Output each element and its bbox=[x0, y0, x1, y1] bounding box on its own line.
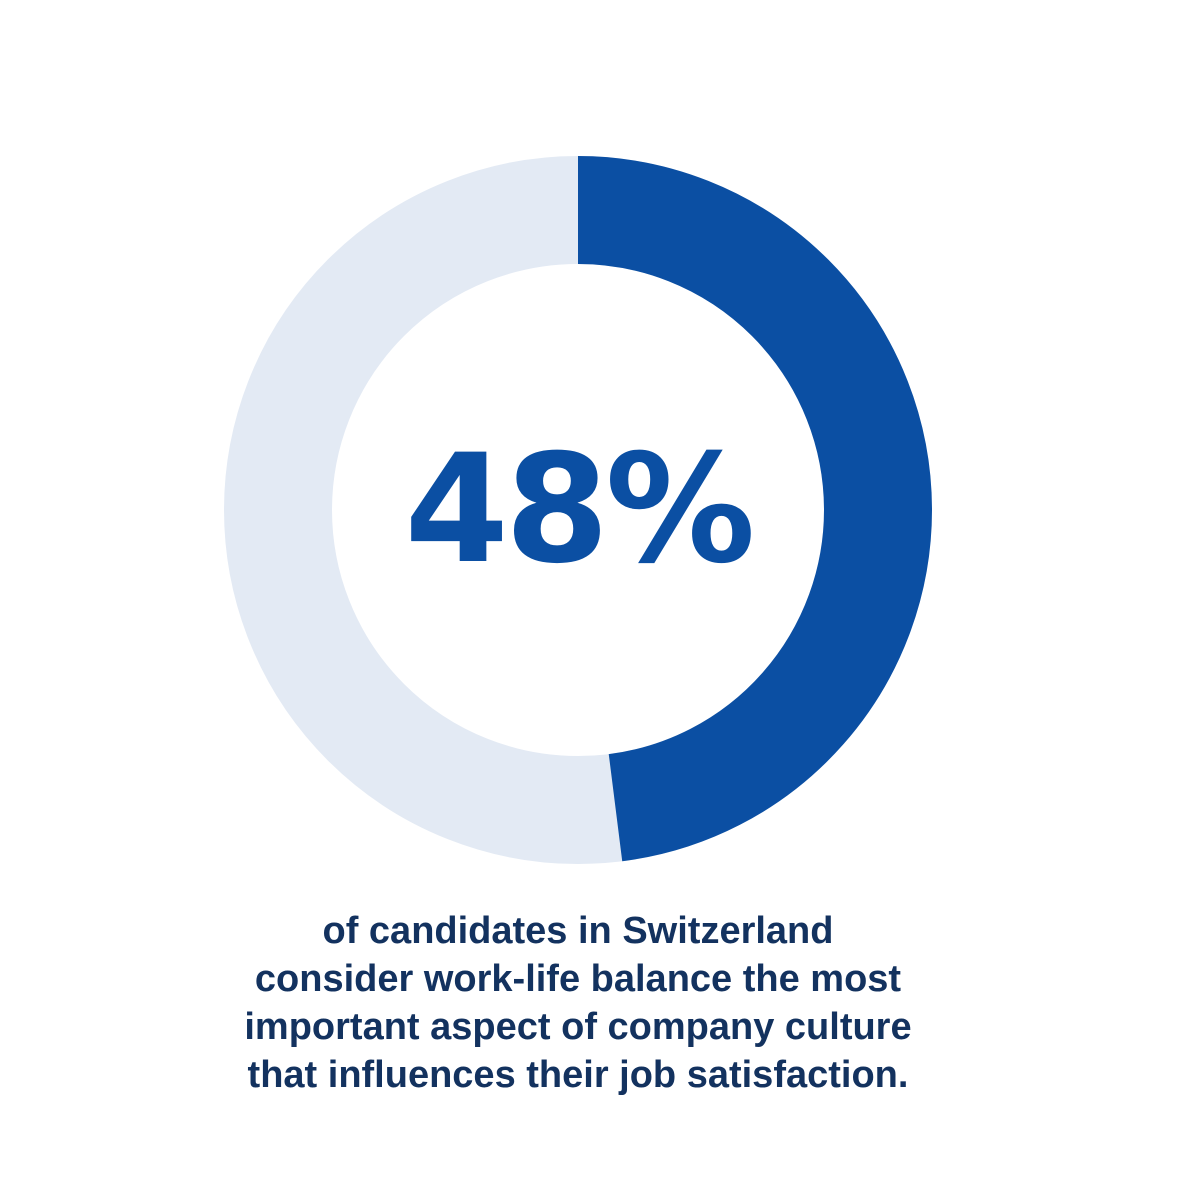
donut-value-arc bbox=[224, 156, 932, 864]
caption: of candidates in Switzerland consider wo… bbox=[150, 907, 1006, 1099]
caption-line: consider work-life balance the most bbox=[254, 958, 902, 1000]
caption-line: of candidates in Switzerland bbox=[322, 910, 834, 952]
caption-line: important aspect of company culture bbox=[244, 1006, 912, 1048]
percentage-value: 48% bbox=[404, 423, 755, 597]
caption-line: that influences their job satisfaction. bbox=[247, 1054, 909, 1096]
